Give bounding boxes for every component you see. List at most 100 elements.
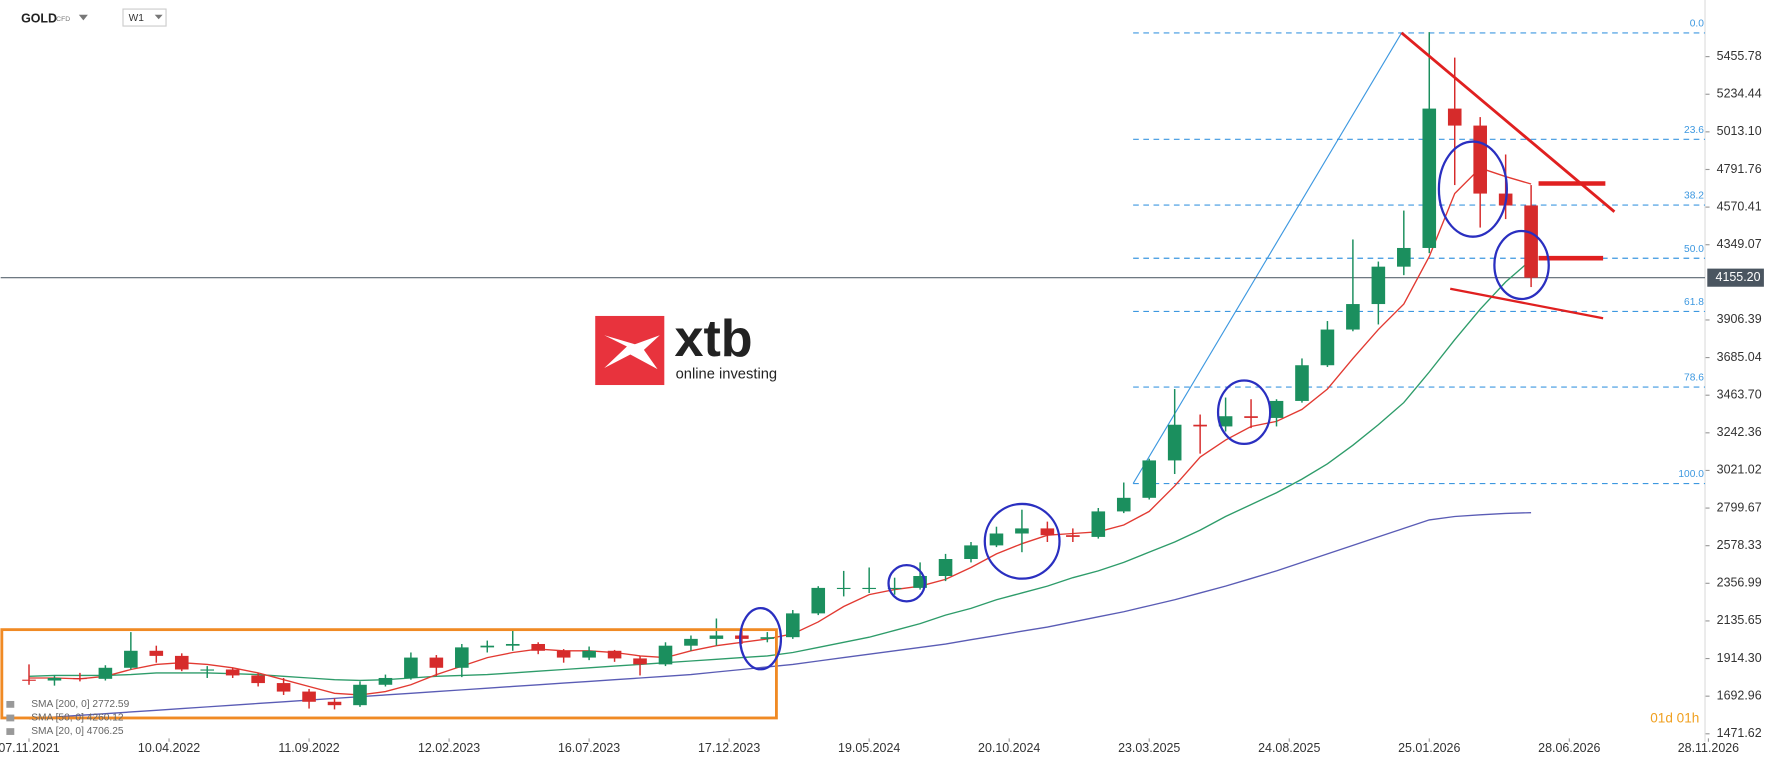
symbol[interactable]: GOLD <box>21 12 57 26</box>
candle-body <box>1218 416 1233 427</box>
fib-label: 50.0 <box>1684 244 1704 255</box>
legend-entry: SMA [200, 0] 2772.59 <box>31 699 129 710</box>
candle-body <box>633 658 647 665</box>
candle-body <box>709 635 724 639</box>
candle-body <box>149 650 164 656</box>
candle-body <box>1422 108 1437 248</box>
candle-body <box>1397 247 1411 267</box>
legend-icon <box>6 700 15 708</box>
highlight-circle <box>1437 140 1508 238</box>
highlight-circle <box>983 502 1061 580</box>
candle-body <box>811 587 826 614</box>
candle-body <box>251 675 265 684</box>
y-tick-label: 1692.96 <box>1717 688 1762 702</box>
fib-label: 61.8 <box>1684 297 1704 308</box>
logo-brand: xtb <box>674 310 752 368</box>
candle-body <box>404 657 418 678</box>
candle-body <box>607 650 622 659</box>
y-tick-label: 3685.04 <box>1717 350 1762 364</box>
candle-body <box>302 691 316 702</box>
candle-body <box>98 667 113 679</box>
candle-body <box>582 650 596 658</box>
candle-body <box>225 669 240 676</box>
y-tick-label: 1914.30 <box>1717 651 1762 665</box>
y-tick-label: 2578.33 <box>1717 538 1762 552</box>
candle-body <box>429 657 444 668</box>
timeframe-dropdown[interactable] <box>154 14 163 20</box>
symbol-dropdown[interactable] <box>78 14 88 21</box>
candle-body <box>1320 329 1335 366</box>
range-box <box>0 628 778 720</box>
last-price-box <box>1707 268 1764 287</box>
candle-body <box>658 645 673 665</box>
candle-body <box>531 643 545 651</box>
x-tick-label: 17.12.2023 <box>698 741 760 755</box>
x-tick-label: 11.09.2022 <box>278 741 339 755</box>
x-tick-label: 23.03.2025 <box>1118 741 1180 755</box>
x-tick-label: 25.01.2026 <box>1398 741 1460 755</box>
fib-label: 23.6 <box>1684 125 1704 136</box>
legend-icon <box>6 728 15 735</box>
candle-body <box>1091 511 1106 537</box>
instrument-type: CFD <box>56 16 70 23</box>
x-tick-label: 24.08.2025 <box>1258 741 1320 755</box>
y-tick-label: 2356.99 <box>1717 576 1762 590</box>
candle-body <box>964 545 978 560</box>
x-tick-label: 28.06.2026 <box>1538 741 1600 755</box>
fib-label: 0.0 <box>1690 19 1704 30</box>
y-tick-label: 5455.78 <box>1717 49 1762 63</box>
candle-body <box>1167 424 1182 461</box>
y-tick-label: 4349.07 <box>1717 237 1762 251</box>
candle-body <box>1447 108 1462 126</box>
trend-line <box>1450 287 1604 320</box>
candle-body <box>862 587 876 590</box>
y-tick-label: 3021.02 <box>1717 463 1762 477</box>
fib-label: 78.6 <box>1684 373 1704 384</box>
y-tick-label: 3463.70 <box>1717 387 1762 401</box>
candle-body <box>1473 125 1487 194</box>
candle-body <box>1524 205 1538 278</box>
candle-body <box>276 683 291 692</box>
candle-body <box>1269 400 1284 418</box>
fib-label: 100.0 <box>1678 469 1704 480</box>
candle-body <box>480 645 495 648</box>
candle-body <box>887 587 902 590</box>
candle-body <box>785 613 800 638</box>
candle-body <box>505 643 520 646</box>
logo-glyph <box>604 335 660 370</box>
x-tick-label: 07.11.2021 <box>0 741 60 755</box>
candle-body <box>200 669 215 671</box>
candle-body <box>1066 535 1080 537</box>
highlight-circle <box>1493 229 1550 301</box>
timeframe-box[interactable] <box>122 8 167 27</box>
candle-body <box>1295 365 1309 401</box>
y-tick-label: 4570.41 <box>1717 199 1762 213</box>
candle-body <box>1142 460 1157 498</box>
candle-body <box>1244 416 1258 418</box>
timeframe[interactable]: W1 <box>129 13 145 24</box>
x-tick-label: 12.02.2023 <box>418 741 480 755</box>
candle-body <box>124 650 138 668</box>
candle-body <box>684 638 698 646</box>
last-price-label: 4155.20 <box>1716 270 1761 284</box>
countdown: 01d 01h <box>1650 711 1699 726</box>
x-tick-label: 19.05.2024 <box>838 741 900 755</box>
candle-body <box>913 575 927 588</box>
candle-body <box>22 679 36 681</box>
logo-tagline: online investing <box>676 367 777 383</box>
candle-body <box>1040 528 1055 536</box>
x-tick-label: 10.04.2022 <box>138 741 200 755</box>
candle-body <box>1193 424 1207 427</box>
y-tick-label: 4791.76 <box>1717 162 1762 176</box>
candle-body <box>735 635 749 639</box>
sma-line <box>28 511 1532 720</box>
fib-label: 38.2 <box>1684 191 1704 202</box>
x-tick-label: 20.10.2024 <box>978 741 1040 755</box>
candle-body <box>556 650 571 658</box>
sma-line <box>28 259 1532 682</box>
candle-body <box>1015 528 1029 534</box>
candle-body <box>836 587 851 590</box>
